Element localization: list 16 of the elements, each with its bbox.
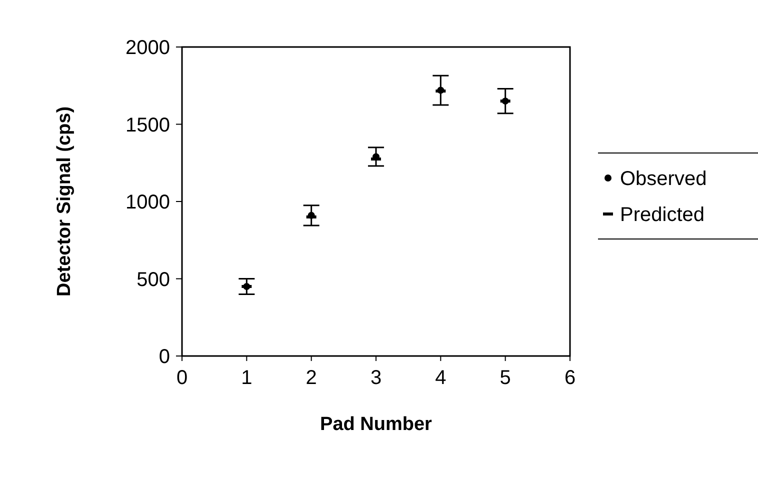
x-tick-label: 6	[564, 367, 576, 389]
x-tick-label: 5	[500, 367, 511, 389]
y-tick-label: 2000	[126, 37, 170, 59]
x-tick-label: 1	[241, 367, 252, 389]
x-tick-label: 2	[306, 367, 317, 389]
x-tick-label: 4	[435, 367, 446, 389]
y-tick-label: 1000	[126, 192, 170, 214]
x-axis-title: Pad Number	[320, 414, 433, 435]
x-tick-label: 3	[370, 367, 382, 389]
legend-label: Predicted	[620, 204, 704, 226]
y-tick-label: 500	[136, 268, 170, 291]
y-tick-label: 1500	[126, 114, 170, 136]
y-tick-label: 0	[158, 346, 170, 368]
y-axis-title: Detector Signal (cps)	[54, 106, 75, 297]
legend-label: Observed	[620, 168, 707, 190]
x-tick-label: 0	[176, 367, 188, 389]
